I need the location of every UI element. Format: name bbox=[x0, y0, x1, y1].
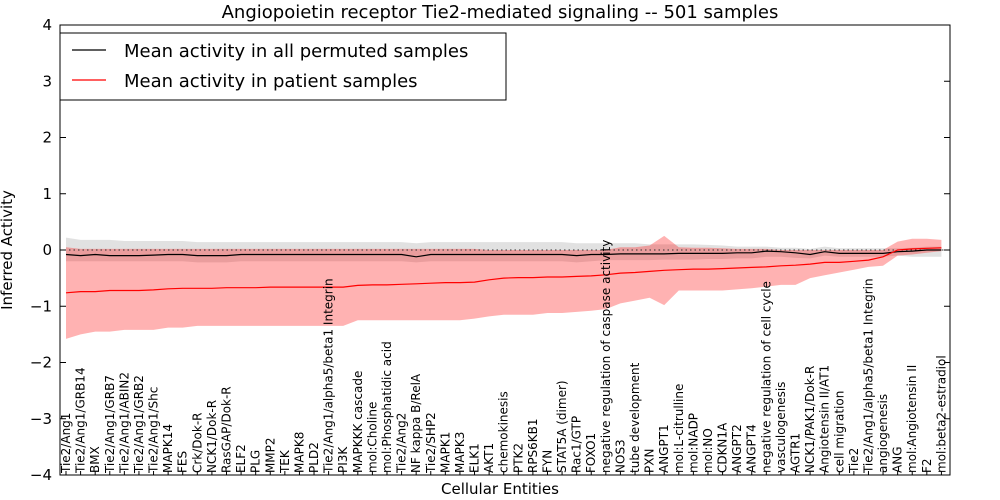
x-tick-label: Tie2 bbox=[847, 448, 861, 474]
x-tick-label: mol:Choline bbox=[365, 402, 379, 473]
x-tick-labels: Tie2/Ang1 Tie2/Ang1/GRB14 BMX Tie2/Ang1/GRB… bbox=[59, 240, 948, 475]
y-tick-label: −3 bbox=[30, 410, 52, 428]
y-tick-label: 3 bbox=[42, 72, 52, 90]
patient-mean-line bbox=[65, 247, 942, 294]
y-tick-label: −2 bbox=[30, 354, 52, 372]
x-tick-label: chemokinesis bbox=[497, 391, 511, 473]
x-tick-label: ELF2 bbox=[234, 444, 248, 473]
x-tick-label: mol:Angiotensin II bbox=[905, 365, 919, 473]
x-tick-label: ELK1 bbox=[468, 443, 482, 473]
x-tick-label: Tie2/Ang1/alpha5/beta1 Integrin bbox=[862, 278, 876, 474]
x-tick-label: ANGPT2 bbox=[730, 424, 744, 473]
permuted-mean-line bbox=[65, 249, 942, 258]
x-tick-label: Tie2/Ang1/GRB7 bbox=[103, 375, 117, 474]
y-tick-label: 4 bbox=[42, 16, 52, 34]
y-tick-label: 2 bbox=[42, 129, 52, 147]
chart-title: Angiopoietin receptor Tie2-mediated sign… bbox=[222, 2, 779, 23]
x-tick-label: MAPK3 bbox=[453, 432, 467, 473]
x-tick-label: BMX bbox=[88, 446, 102, 473]
x-tick-label: MAPK1 bbox=[438, 432, 452, 473]
x-tick-label: FYN bbox=[541, 450, 555, 473]
x-tick-label: FOXO1 bbox=[584, 433, 598, 473]
x-tick-label: Tie2/Ang1 bbox=[59, 413, 73, 474]
x-tick-label: Angiotensin II/AT1 bbox=[818, 365, 832, 473]
x-axis-label: Cellular Entities bbox=[441, 480, 559, 498]
x-tick-label: FES bbox=[176, 451, 190, 473]
x-tick-label: Tie2/Ang1/ABIN2 bbox=[117, 372, 131, 474]
x-tick-label: MAPK14 bbox=[161, 424, 175, 473]
x-tick-label: PLD2 bbox=[307, 442, 321, 473]
x-tick-label: NF kappa B/RelA bbox=[409, 373, 423, 473]
x-tick-label: AKT1 bbox=[482, 443, 496, 473]
y-tick-label: −4 bbox=[30, 466, 52, 484]
x-tick-label: MAPK8 bbox=[292, 432, 306, 473]
x-tick-label: PTK2 bbox=[511, 443, 525, 473]
x-tick-label: vasculogenesis bbox=[774, 382, 788, 473]
patient-range-band bbox=[66, 235, 942, 339]
series-layer bbox=[65, 247, 942, 294]
x-tick-label: mol:beta2-estradiol bbox=[934, 355, 948, 473]
x-tick-label: MAPKKK cascade bbox=[351, 371, 365, 473]
x-tick-label: AGTR1 bbox=[789, 433, 803, 473]
band-layer bbox=[66, 235, 942, 339]
y-axis-label: Inferred Activity bbox=[0, 190, 16, 310]
legend-label-patient: Mean activity in patient samples bbox=[124, 71, 418, 92]
x-tick-label: NCK1/PAK1/Dok-R bbox=[803, 366, 817, 473]
x-tick-label: ANG bbox=[891, 446, 905, 472]
x-tick-label: Crk/Dok-R bbox=[190, 412, 204, 473]
x-tick-label: Rac1/GTP bbox=[570, 416, 584, 473]
x-tick-label: STAT5A (dimer) bbox=[555, 380, 569, 473]
x-tick-label: cell migration bbox=[832, 391, 846, 473]
x-tick-label: F2 bbox=[920, 458, 934, 473]
legend: Mean activity in all permuted samples Me… bbox=[59, 32, 507, 101]
y-axis: −4 −3 −2 −1 0 1 2 3 4 bbox=[30, 16, 950, 484]
x-tick-label: mol:L-citrulline bbox=[672, 384, 686, 473]
x-tick-label: mol:NO bbox=[701, 428, 715, 473]
x-tick-label: tube development bbox=[628, 362, 642, 473]
x-tick-label: CDKN1A bbox=[716, 422, 730, 473]
x-tick-label: negative regulation of cell cycle bbox=[759, 281, 773, 473]
x-tick-label: PI3K bbox=[336, 446, 350, 473]
x-tick-label: RPS6KB1 bbox=[526, 418, 540, 473]
x-tick-label: NCK1/Dok-R bbox=[205, 400, 219, 473]
x-tick-label: mol:NADP bbox=[686, 413, 700, 473]
x-tick-label: Tie2/Ang1/Shc bbox=[147, 387, 161, 474]
legend-box bbox=[59, 32, 507, 101]
x-tick-label: mol:Phosphatidic acid bbox=[380, 341, 394, 473]
x-tick-label: Tie2/Ang1/GRB2 bbox=[132, 375, 146, 474]
x-tick-label: RasGAP/Dok-R bbox=[220, 386, 234, 473]
x-tick-label: ANGPT1 bbox=[657, 424, 671, 473]
x-tick-label: NOS3 bbox=[613, 439, 627, 473]
permuted-range-band bbox=[66, 237, 942, 263]
x-tick-label: TEK bbox=[278, 449, 292, 474]
x-tick-label: PLG bbox=[249, 450, 263, 473]
legend-label-permuted: Mean activity in all permuted samples bbox=[124, 41, 468, 62]
x-tick-label: PXN bbox=[643, 449, 657, 473]
x-tick-label: Tie2/Ang2 bbox=[395, 413, 409, 474]
x-tick-label: Tie2/Ang1/alpha5/beta1 Integrin bbox=[322, 278, 336, 474]
x-tick-label: angiogenesis bbox=[876, 394, 890, 473]
x-tick-label: MMP2 bbox=[263, 437, 277, 473]
y-tick-label: 0 bbox=[42, 241, 52, 259]
x-tick-label: Tie2/Ang1/GRB14 bbox=[74, 367, 88, 474]
x-tick-label: ANGPT4 bbox=[745, 424, 759, 473]
x-tick-label: negative regulation of caspase activity bbox=[599, 240, 613, 473]
y-tick-label: 1 bbox=[42, 185, 52, 203]
x-tick-label: Tie2/SHP2 bbox=[424, 412, 438, 474]
y-tick-label: −1 bbox=[30, 297, 52, 315]
